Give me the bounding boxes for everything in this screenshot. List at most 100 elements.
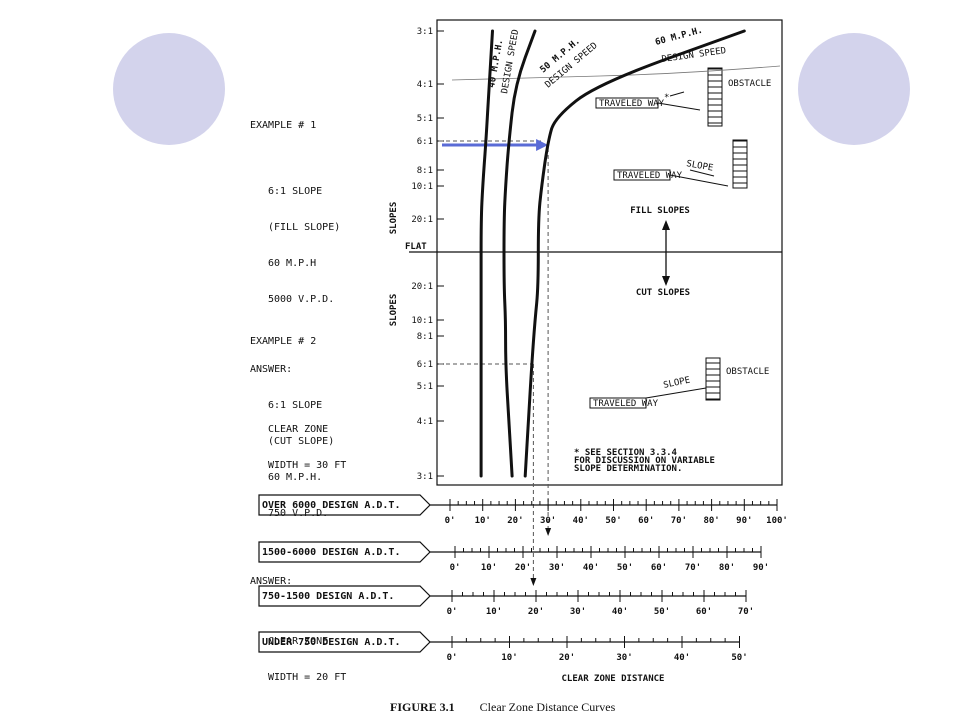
illustration-2-slope-label: SLOPE xyxy=(685,159,713,174)
slope-tick-label: 5:1 xyxy=(417,382,433,392)
scale-tick-label: 50' xyxy=(605,516,621,526)
illustration-3-obstacle-label: OBSTACLE xyxy=(726,367,769,377)
scale-tick-label: 30' xyxy=(549,563,565,573)
illustration-2-obstacle xyxy=(732,139,748,189)
illustration-3-traveled-way-box xyxy=(589,397,647,409)
scale-label-box xyxy=(258,541,431,563)
scale-tick-label: 0' xyxy=(445,516,456,526)
footnote-line: SLOPE DETERMINATION. xyxy=(574,464,682,474)
scale-tick-label: 0' xyxy=(450,563,461,573)
scale-tick-label: 40' xyxy=(573,516,589,526)
scale-tick-label: 50' xyxy=(617,563,633,573)
slope-tick-label: 8:1 xyxy=(417,166,433,176)
scale-label-box xyxy=(258,585,431,607)
fill-arrow-head xyxy=(662,220,670,230)
scale-label-750-1500: 750-1500 DESIGN A.D.T. xyxy=(258,585,394,607)
slope-tick-label: 8:1 xyxy=(417,332,433,342)
scale-tick-label: 30' xyxy=(540,516,556,526)
footnote-line: * SEE SECTION 3.3.4 xyxy=(574,448,678,458)
example-2-line: (CUT SLOPE) xyxy=(268,436,335,447)
illustration-1-slope-line xyxy=(657,102,701,111)
scale-label-text: 750-1500 DESIGN A.D.T. xyxy=(262,590,395,602)
cut-arrow-head xyxy=(662,276,670,286)
scale-tick-label: 10' xyxy=(486,607,502,617)
scale-tick-label: 30' xyxy=(616,653,632,663)
slope-tick-label: 6:1 xyxy=(417,360,433,370)
scale-label-under-750: UNDER 750 DESIGN A.D.T. xyxy=(258,631,400,653)
slope-tick-label: 3:1 xyxy=(417,472,433,482)
figure-caption: FIGURE 3.1 Clear Zone Distance Curves xyxy=(390,700,615,715)
example-2-answer-heading: ANSWER: xyxy=(250,576,293,587)
example-1-line: (FILL SLOPE) xyxy=(268,222,341,233)
scale-tick-label: 60' xyxy=(638,516,654,526)
slope-tick-label: 10:1 xyxy=(411,316,433,326)
illustration-1-pointer xyxy=(669,91,685,97)
illustration-2-traveled-way-label: TRAVELED WAY xyxy=(617,171,683,181)
slope-tick-label: 3:1 xyxy=(417,27,433,37)
x-axis-label: CLEAR ZONE DISTANCE xyxy=(562,674,665,684)
scale-tick-label: 90' xyxy=(736,516,752,526)
scale-tick-label: 80' xyxy=(719,563,735,573)
scale-tick-label: 20' xyxy=(515,563,531,573)
scale-label-text: 1500-6000 DESIGN A.D.T. xyxy=(262,546,401,558)
scale-label-text: UNDER 750 DESIGN A.D.T. xyxy=(262,636,401,648)
illustration-1-asterisk: * xyxy=(664,93,669,103)
curve-speed-label: 60 M.P.H. xyxy=(654,26,704,48)
scale-tick-label: 20' xyxy=(559,653,575,663)
y-axis-label-fill: SLOPES xyxy=(389,202,399,235)
example-2-line: 750 V.P.D. xyxy=(268,508,329,519)
decorative-circle-right xyxy=(798,33,910,145)
scale-tick-label: 50' xyxy=(731,653,747,663)
example-1-answer-heading: ANSWER: xyxy=(250,364,293,375)
scale-tick-label: 10' xyxy=(481,563,497,573)
scale-label-box xyxy=(258,494,431,516)
scale-tick-label: 70' xyxy=(671,516,687,526)
scale-tick-label: 100' xyxy=(766,516,788,526)
example-2-heading: EXAMPLE # 2 xyxy=(250,336,317,347)
scale-tick-label: 10' xyxy=(501,653,517,663)
y-axis-label-cut: SLOPES xyxy=(389,294,399,327)
decorative-circle-left xyxy=(113,33,225,145)
scale-tick-label: 20' xyxy=(507,516,523,526)
example-1-down-arrow xyxy=(545,528,552,536)
scale-tick-label: 40' xyxy=(612,607,628,617)
illustration-1-traveled-way-label: TRAVELED WAY xyxy=(599,99,665,109)
illustration-2-slope-arrow xyxy=(689,169,715,177)
fill-slopes-label: FILL SLOPES xyxy=(630,206,690,216)
slope-tick-label: 5:1 xyxy=(417,114,433,124)
example-1-line: 6:1 SLOPE xyxy=(268,186,323,197)
scale-tick-label: 70' xyxy=(738,607,754,617)
scale-tick-label: 10' xyxy=(475,516,491,526)
scale-label-1500-6000: 1500-6000 DESIGN A.D.T. xyxy=(258,541,400,563)
curve-40-mph xyxy=(479,29,494,478)
scale-tick-label: 30' xyxy=(570,607,586,617)
scale-label-over-6000: OVER 6000 DESIGN A.D.T. xyxy=(258,494,400,516)
example-2-answer-line: WIDTH = 20 FT xyxy=(268,672,347,683)
illustration-3-slope-line xyxy=(645,387,707,399)
scan-wavy-line xyxy=(451,65,781,81)
example-2-answer-line: CLEAR ZONE xyxy=(268,636,329,647)
footnote-line: FOR DISCUSSION ON VARIABLE xyxy=(574,456,715,466)
example-1-line: 60 M.P.H xyxy=(268,258,317,269)
example-2: EXAMPLE # 2 6:1 SLOPE (CUT SLOPE) 60 M.P… xyxy=(250,312,346,720)
scale-tick-label: 80' xyxy=(703,516,719,526)
scale-tick-label: 0' xyxy=(447,653,458,663)
example-1: EXAMPLE # 1 6:1 SLOPE (FILL SLOPE) 60 M.… xyxy=(250,96,346,508)
slope-tick-label: 4:1 xyxy=(417,417,433,427)
example-1-answer-line: CLEAR ZONE xyxy=(268,424,329,435)
curve-60-mph xyxy=(523,29,746,478)
illustration-1-obstacle xyxy=(707,67,723,127)
example-1-heading: EXAMPLE # 1 xyxy=(250,120,317,131)
illustration-3-slope-label: SLOPE xyxy=(663,376,692,391)
curve-50-mph xyxy=(502,29,537,478)
scale-tick-label: 50' xyxy=(654,607,670,617)
scale-tick-label: 20' xyxy=(528,607,544,617)
scale-tick-label: 40' xyxy=(583,563,599,573)
illustration-2-slope-line xyxy=(669,174,729,187)
example-2-line: 6:1 SLOPE xyxy=(268,400,323,411)
illustration-1-obstacle-label: OBSTACLE xyxy=(728,79,771,89)
example-2-line: 60 M.P.H. xyxy=(268,472,323,483)
illustration-3-traveled-way-label: TRAVELED WAY xyxy=(593,399,659,409)
scale-tick-label: 60' xyxy=(651,563,667,573)
